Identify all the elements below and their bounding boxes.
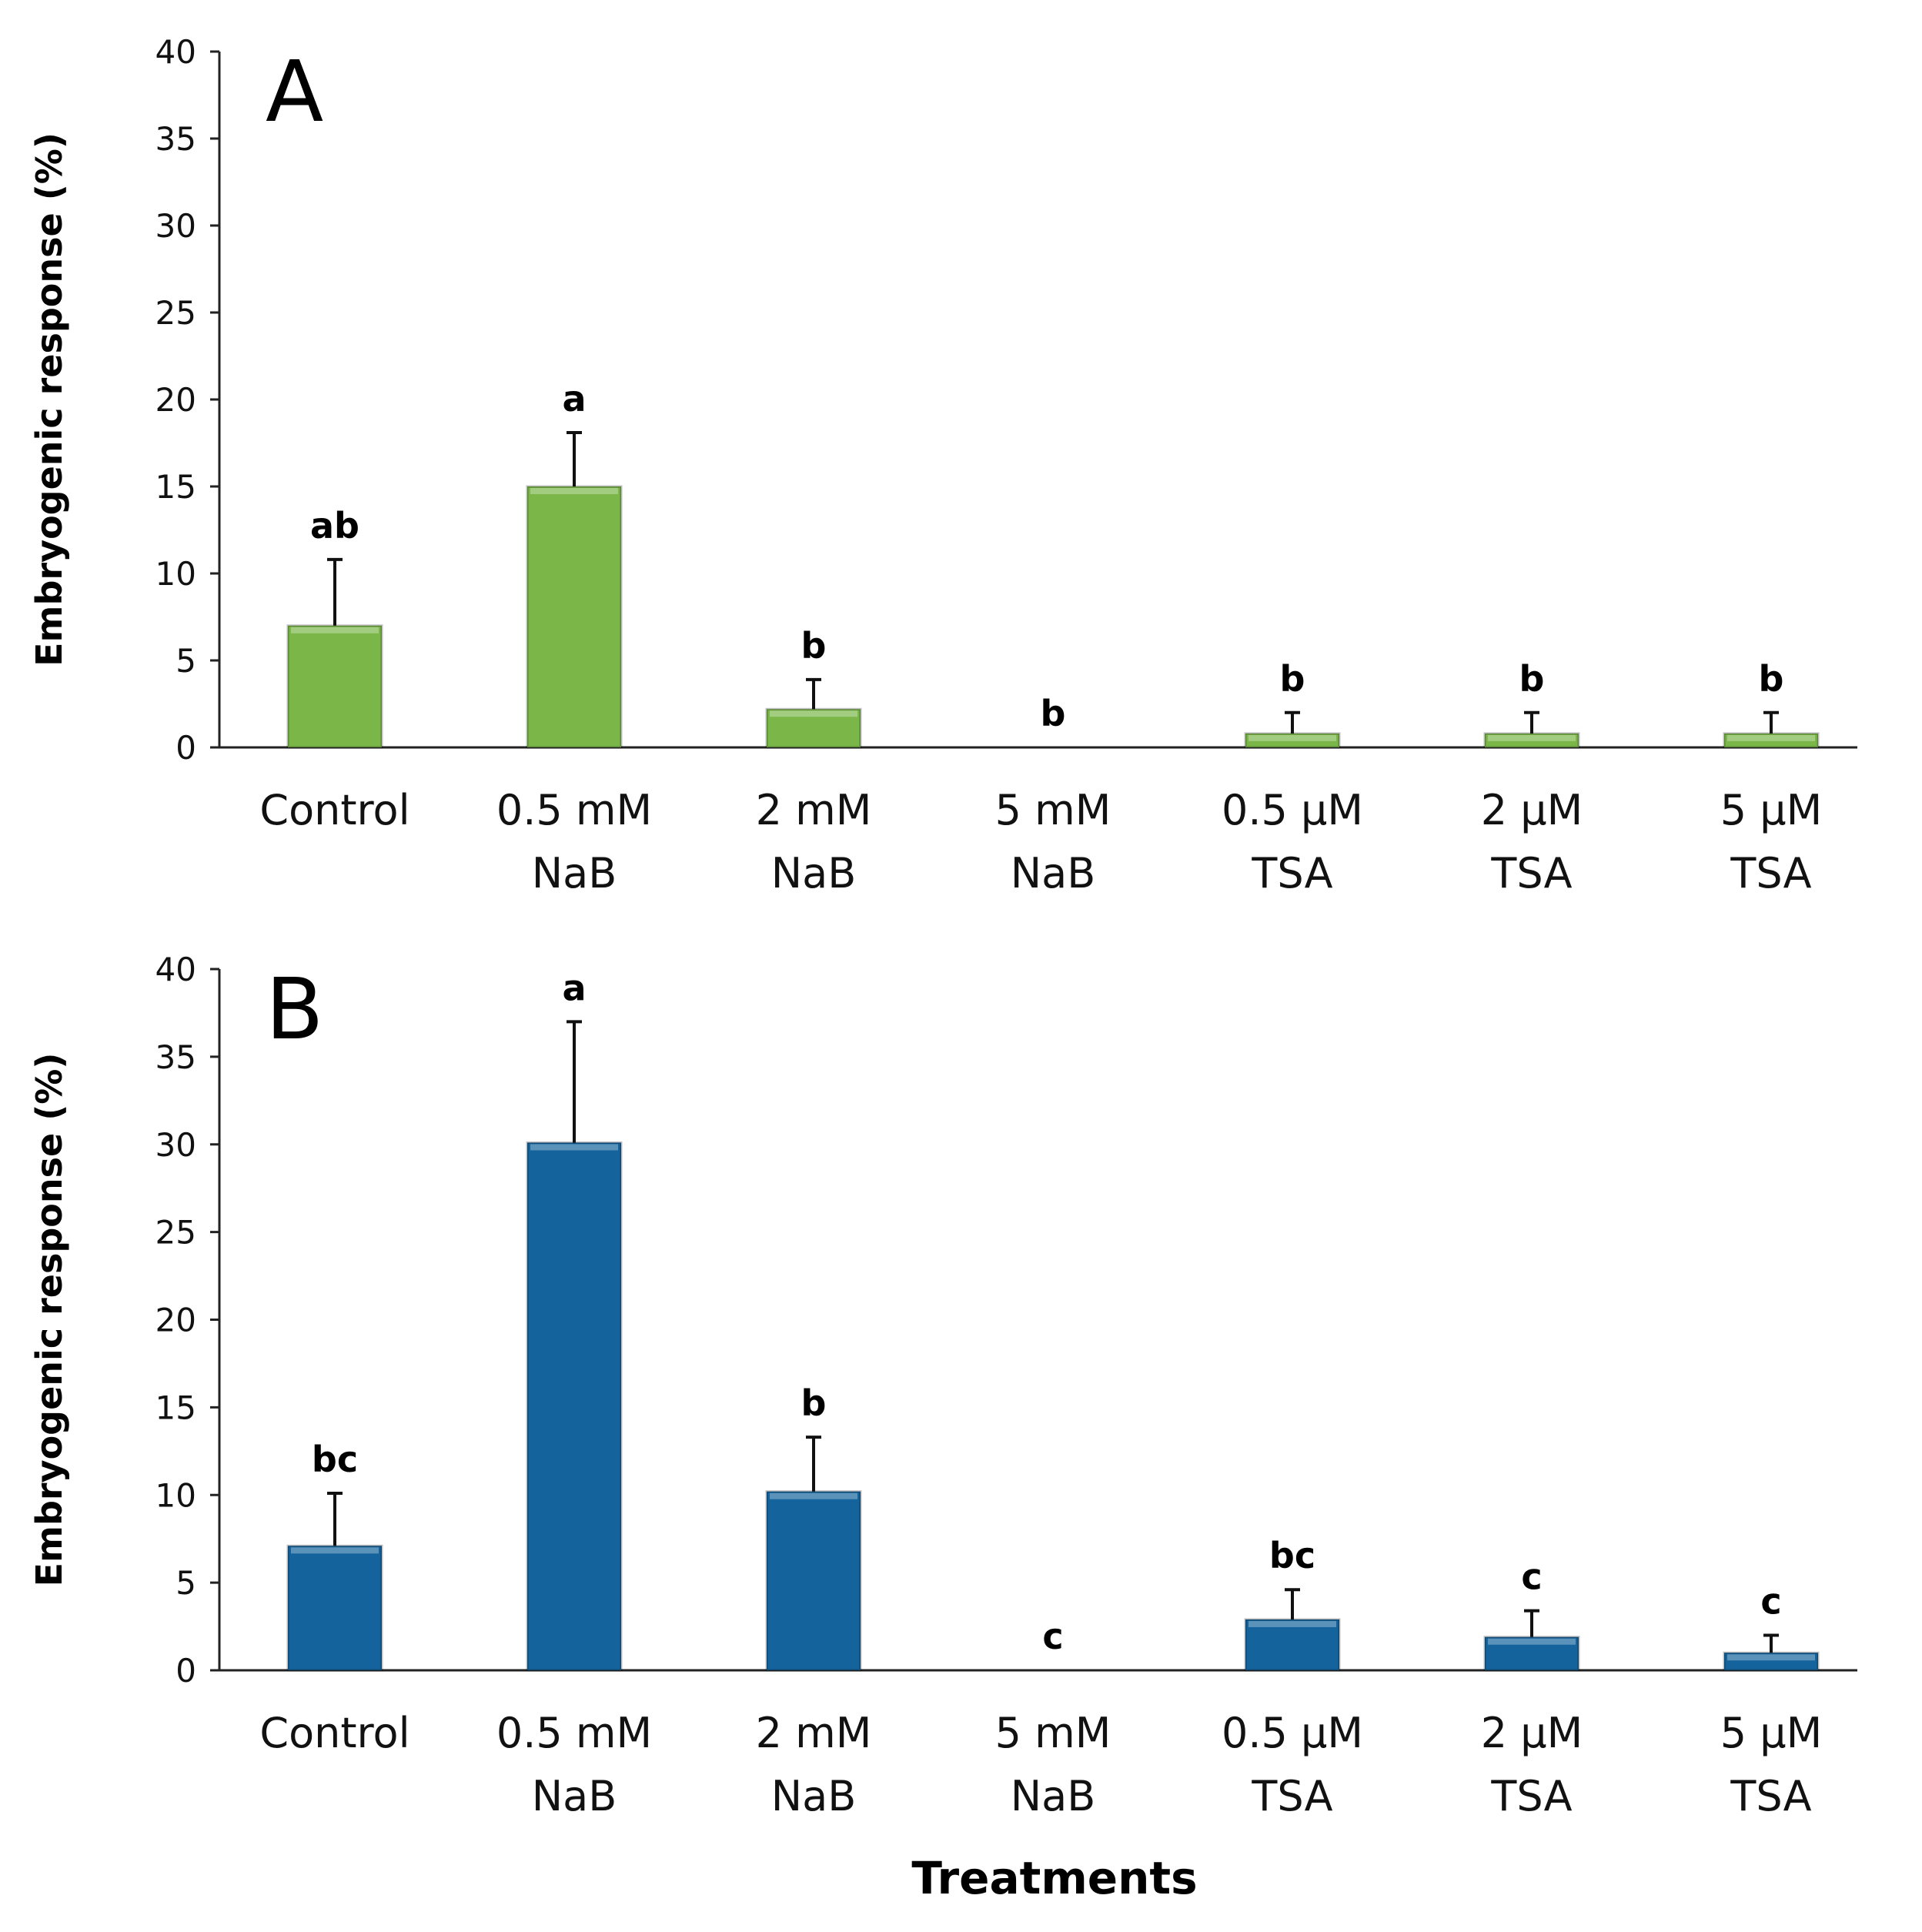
panel-a-significance-letter: b <box>1759 658 1784 700</box>
panel-a-bar <box>526 485 623 749</box>
panel-b-bar-highlight <box>1488 1638 1576 1645</box>
panel-a-bar-highlight <box>530 488 618 494</box>
panel-b-y-tick-label: 15 <box>155 1389 196 1426</box>
panel-a-category-label: 5 µM <box>1720 786 1822 834</box>
panel-a-y-tick-label: 10 <box>155 555 196 593</box>
panel-a-label: A <box>266 42 323 141</box>
panel-a-significance-letter: b <box>801 625 827 667</box>
panel-b-bar <box>526 1141 623 1672</box>
panel-b-label: B <box>266 960 323 1058</box>
panel-a-category-label-line2: TSA <box>1251 849 1332 897</box>
panel-a-bar <box>765 707 862 749</box>
panel-b-y-tick-label: 0 <box>175 1652 196 1690</box>
panel-b-bar-highlight <box>770 1492 857 1499</box>
panel-b-bar <box>765 1490 862 1672</box>
panel-a-y-axis-title: Embryogenic response (%) <box>28 132 70 667</box>
panel-b-bar <box>286 1544 383 1672</box>
panel-b-y-tick-label: 40 <box>155 951 196 988</box>
panel-a-significance-letter: ab <box>310 505 359 547</box>
panel-b-y-tick-label: 5 <box>175 1564 196 1602</box>
panel-b-y-tick-label: 10 <box>155 1476 196 1514</box>
panel-a-category-label: 2 mM <box>756 786 872 834</box>
panel-a-bar-highlight <box>291 627 379 633</box>
panel-a-category-label: Control <box>259 786 409 834</box>
panel-a-y-tick-label: 40 <box>155 33 196 71</box>
panel-b-category-label: 5 mM <box>995 1709 1111 1757</box>
panel-a-significance-letter: b <box>1280 658 1305 700</box>
panel-a-significance-letter: b <box>1519 658 1545 700</box>
panel-b-significance-letter: a <box>562 967 586 1008</box>
panel-b-significance-letter: bc <box>1269 1535 1315 1576</box>
panel-b-category-label-line2: NaB <box>532 1772 617 1820</box>
panel-b-category-label: 0.5 µM <box>1222 1709 1363 1757</box>
panel-b-category-label-line2: TSA <box>1251 1772 1332 1820</box>
panel-a-category-label-line2: TSA <box>1730 849 1811 897</box>
panel-a-category-label: 0.5 µM <box>1222 786 1363 834</box>
panel-b-y-tick-label: 30 <box>155 1126 196 1164</box>
panel-b-category-label: Control <box>259 1709 409 1757</box>
panel-a-y-tick-label: 0 <box>175 729 196 767</box>
x-axis-title: Treatments <box>911 1852 1197 1904</box>
panel-b-category-label-line2: NaB <box>1011 1772 1096 1820</box>
panel-b-category-label: 2 µM <box>1481 1709 1583 1757</box>
panel-b-y-tick-label: 25 <box>155 1214 196 1252</box>
panel-b-y-tick-label: 35 <box>155 1038 196 1076</box>
panel-a-y-tick-label: 20 <box>155 381 196 419</box>
panel-b-y-tick-label: 20 <box>155 1302 196 1339</box>
panel-b-y-axis-title: Embryogenic response (%) <box>28 1053 70 1587</box>
panel-a-y-tick-label: 5 <box>175 642 196 680</box>
panel-a-category-label-line2: NaB <box>771 849 857 897</box>
panel-b-category-label: 2 mM <box>756 1709 872 1757</box>
panel-b-category-label-line2: TSA <box>1730 1772 1811 1820</box>
panel-b-significance-letter: bc <box>312 1439 358 1480</box>
panel-b-bar <box>1244 1618 1341 1672</box>
panel-a-bar <box>286 624 383 749</box>
panel-a-y-tick-label: 15 <box>155 468 196 506</box>
panel-b-category-label: 5 µM <box>1720 1709 1822 1757</box>
panel-a-category-label-line2: NaB <box>532 849 617 897</box>
panel-a-category-label-line2: TSA <box>1490 849 1572 897</box>
panel-b-bar-highlight <box>1248 1620 1336 1627</box>
panel-b-bar-highlight <box>1727 1654 1815 1661</box>
panel-b-bar-highlight <box>530 1144 618 1151</box>
panel-a-category-label: 5 mM <box>995 786 1111 834</box>
panel-a-category-label: 0.5 mM <box>496 786 652 834</box>
panel-b-significance-letter: c <box>1521 1556 1542 1598</box>
panel-b-significance-letter: c <box>1042 1616 1063 1657</box>
panel-b-significance-letter: b <box>801 1382 827 1424</box>
panel-b-significance-letter: c <box>1760 1580 1781 1622</box>
panel-a-category-label: 2 µM <box>1481 786 1583 834</box>
panel-a-significance-letter: a <box>562 378 586 419</box>
panel-b-category-label: 0.5 mM <box>496 1709 652 1757</box>
panel-a-bar-highlight <box>1727 734 1815 741</box>
panel-a-bar-highlight <box>1248 734 1336 741</box>
panel-a-y-tick-label: 25 <box>155 294 196 332</box>
panel-b-bar <box>1483 1636 1580 1672</box>
panel-a-y-tick-label: 30 <box>155 207 196 245</box>
panel-b-category-label-line2: TSA <box>1490 1772 1572 1820</box>
panel-b-bar-highlight <box>291 1547 379 1554</box>
panel-a-bar-highlight <box>770 710 857 717</box>
panel-a-bar-highlight <box>1488 734 1576 741</box>
panel-a-significance-letter: b <box>1041 693 1066 734</box>
panel-b-category-label-line2: NaB <box>771 1772 857 1820</box>
panel-a-category-label-line2: NaB <box>1011 849 1096 897</box>
panel-a-y-tick-label: 35 <box>155 120 196 158</box>
